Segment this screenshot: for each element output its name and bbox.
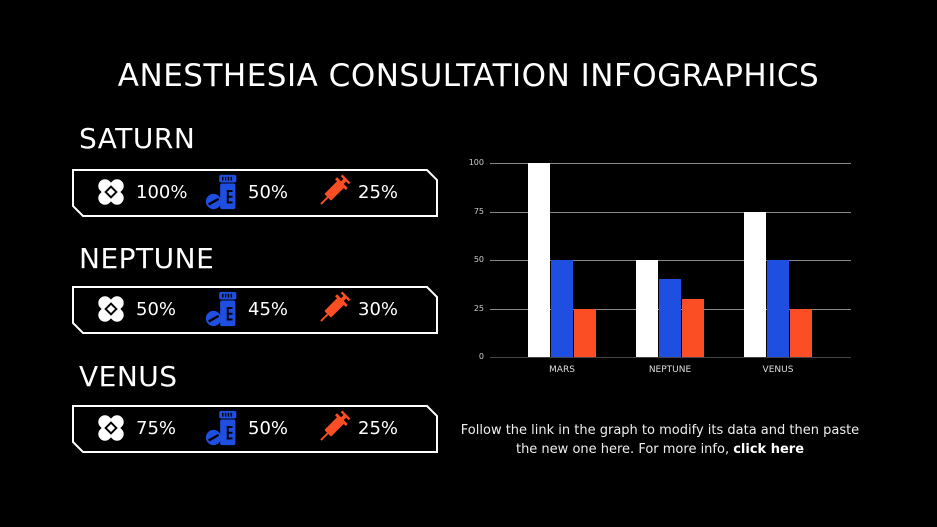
medicine-value: 45% — [248, 298, 289, 320]
instruction-note: Follow the link in the graph to modify i… — [460, 421, 860, 459]
x-tick-label: VENUS — [762, 365, 794, 375]
stats-panel-saturn: 100% 50% 25% — [72, 169, 438, 217]
y-tick-label: 75 — [473, 206, 484, 216]
bar-mars-3[interactable] — [574, 308, 596, 357]
bandage-value: 50% — [136, 298, 177, 320]
stat-syringe: 30% — [314, 291, 399, 326]
syringe-value: 30% — [358, 298, 399, 320]
medicine-value: 50% — [248, 181, 289, 203]
x-tick-label: NEPTUNE — [648, 365, 692, 375]
y-tick-label: 50 — [473, 255, 484, 264]
panel-frame — [72, 405, 438, 453]
gridline — [490, 357, 851, 358]
stats-panel-neptune: 50% 45% 30% — [72, 286, 438, 334]
click-here-link[interactable]: click here — [733, 442, 805, 457]
page-title: ANESTHESIA CONSULTATION INFOGRAPHICS — [117, 58, 820, 94]
gridline — [490, 260, 851, 261]
stat-syringe: 25% — [314, 410, 399, 445]
bandage-icon — [98, 415, 124, 441]
bar-neptune-3[interactable] — [682, 298, 704, 357]
y-tick-label: 25 — [473, 303, 484, 313]
gridline — [490, 163, 851, 164]
panel-frame — [72, 169, 438, 217]
syringe-icon — [320, 291, 351, 322]
bar-chart[interactable]: 0 25 50 75 100 MARS NEPTUNE VENUS — [460, 150, 860, 380]
gridline — [490, 211, 851, 213]
medicine-value: 50% — [248, 417, 289, 439]
planet-name-saturn: SATURN — [79, 122, 196, 155]
panel-frame — [72, 286, 438, 334]
bandage-value: 100% — [136, 181, 188, 203]
y-tick-label: 0 — [478, 352, 484, 361]
stats-panel-venus: 75% 50% 25% — [72, 405, 438, 453]
stat-bandage: 50% — [92, 292, 176, 326]
y-tick-label: 100 — [468, 158, 484, 167]
bar-venus-1[interactable] — [744, 211, 766, 357]
bar-mars-1[interactable] — [528, 163, 550, 357]
stat-medicine: 50% — [204, 410, 289, 446]
x-tick-label: MARS — [549, 365, 575, 375]
bar-venus-3[interactable] — [790, 308, 812, 357]
medicine-bottle-icon — [205, 174, 237, 210]
bandage-value: 75% — [136, 417, 177, 439]
stat-medicine: 45% — [204, 291, 289, 327]
syringe-value: 25% — [358, 181, 399, 203]
stat-syringe: 25% — [314, 174, 399, 209]
bar-venus-2[interactable] — [767, 260, 789, 357]
syringe-icon — [320, 174, 351, 205]
bar-mars-2[interactable] — [551, 260, 573, 357]
stat-bandage: 100% — [92, 175, 187, 209]
syringe-icon — [320, 410, 351, 441]
planet-name-venus: VENUS — [79, 360, 178, 393]
bar-neptune-1[interactable] — [636, 260, 658, 357]
planet-name-neptune: NEPTUNE — [79, 242, 215, 275]
medicine-bottle-icon — [205, 291, 237, 327]
medicine-bottle-icon — [205, 410, 237, 446]
bar-neptune-2[interactable] — [659, 279, 681, 357]
syringe-value: 25% — [358, 417, 399, 439]
stat-bandage: 75% — [92, 411, 176, 445]
stat-medicine: 50% — [204, 174, 289, 210]
bandage-icon — [98, 296, 124, 322]
bandage-icon — [98, 179, 124, 205]
note-text: Follow the link in the graph to modify i… — [460, 423, 860, 457]
